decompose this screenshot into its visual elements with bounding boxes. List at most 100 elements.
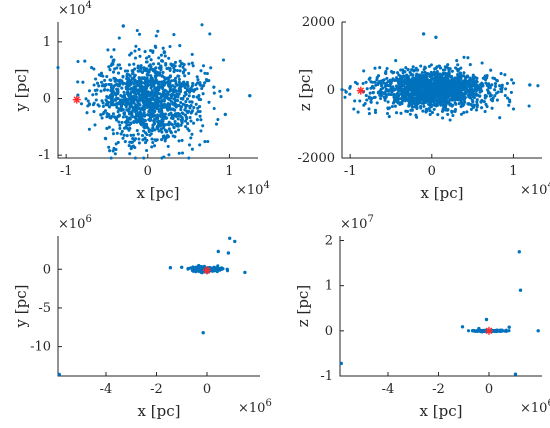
data-point [172,33,176,37]
data-point [177,139,181,143]
outlier-point [180,265,184,269]
data-point [413,84,417,88]
data-point [430,77,434,81]
outlier-point [243,270,247,275]
data-point [182,94,186,98]
data-point [92,83,96,87]
data-point [137,116,141,120]
data-point [432,103,436,107]
data-point [108,68,112,72]
data-point [454,93,458,97]
data-point [133,145,137,150]
data-point [199,129,203,133]
data-point [192,121,196,125]
data-point [141,92,145,96]
data-point [505,81,509,85]
data-point [107,145,111,149]
outlier-point [201,331,205,335]
data-point [215,270,219,274]
data-point [121,115,125,119]
x-exponent-label: ×106 [238,398,272,416]
data-point [489,68,493,72]
data-point [132,82,136,86]
data-point [183,74,187,78]
data-point [420,71,424,75]
data-point [137,137,141,141]
data-point [190,61,194,65]
data-point [191,81,195,85]
data-point [367,107,371,111]
data-point [142,68,146,72]
data-point [139,64,143,68]
data-point [173,120,177,124]
data-point [175,68,179,73]
outlier-point [223,112,227,117]
data-point [154,89,158,93]
data-point [407,101,412,105]
data-point [145,60,149,64]
data-point [152,119,156,123]
data-point [114,77,118,81]
data-point [156,85,160,89]
data-point [116,71,121,75]
data-point [173,122,177,126]
data-point [147,54,151,59]
data-point [471,84,476,88]
data-point [155,117,159,121]
data-point [119,66,123,70]
data-point [432,107,436,111]
data-point [167,56,171,60]
data-point [138,69,142,73]
data-point [373,66,377,70]
data-point [86,99,90,103]
data-point [451,89,455,93]
data-point [129,105,133,109]
data-point [474,92,478,96]
data-point [446,63,450,67]
data-point [192,268,196,272]
data-point [194,112,198,116]
data-point [196,106,200,110]
data-point [121,75,125,79]
data-point [119,102,123,106]
data-point [156,29,160,33]
data-point [133,67,137,71]
data-point [173,96,177,100]
data-point [460,100,464,104]
data-point [152,110,156,114]
data-point [482,100,486,104]
data-point [403,99,407,103]
data-point [200,86,204,91]
x-axis-label: x [pc] [138,402,181,420]
data-point [385,111,390,116]
data-point [443,76,447,81]
data-point [206,139,210,144]
data-point [183,103,187,107]
data-point [174,130,178,134]
data-point [430,110,435,115]
data-point [143,90,147,94]
data-point [403,96,408,100]
outlier-point [226,251,231,255]
data-point [504,329,508,333]
data-point [503,73,507,77]
data-point [439,96,443,100]
data-point [188,115,192,120]
data-point [149,58,153,62]
data-point [101,104,105,108]
data-point [151,62,156,66]
data-point [439,77,443,81]
data-point [115,102,119,106]
data-point [148,63,152,67]
data-point [406,67,410,72]
data-point [375,101,379,105]
data-point [107,82,111,86]
outlier-point [228,236,232,240]
data-point [134,89,138,93]
data-point [495,91,499,95]
data-point [361,81,365,86]
data-point [131,136,135,141]
outlier-point [121,24,126,28]
data-point [136,132,140,136]
